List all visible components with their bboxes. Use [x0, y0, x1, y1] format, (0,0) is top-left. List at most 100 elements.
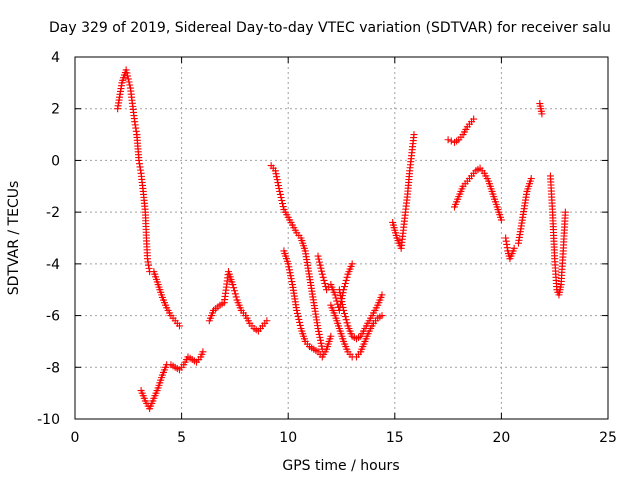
- data-point: [274, 179, 282, 187]
- data-point: [237, 306, 245, 314]
- data-point: [559, 247, 567, 255]
- data-point: [459, 182, 467, 190]
- data-point: [123, 69, 131, 77]
- data-point: [393, 234, 401, 242]
- data-point: [271, 167, 279, 175]
- data-point: [332, 294, 340, 302]
- data-point: [357, 348, 365, 356]
- y-tick-label: -10: [37, 412, 60, 428]
- data-point: [476, 164, 484, 172]
- data-point: [273, 176, 281, 184]
- y-tick-label: 2: [51, 102, 60, 118]
- data-point: [410, 131, 418, 139]
- data-point: [133, 131, 141, 139]
- data-point: [455, 136, 463, 144]
- y-tick-label: 4: [51, 50, 60, 66]
- data-point: [314, 348, 322, 356]
- series-t13: [515, 177, 534, 244]
- data-point: [287, 275, 295, 283]
- data-point: [154, 384, 162, 392]
- data-point: [167, 361, 175, 369]
- data-point: [378, 291, 386, 299]
- data-point: [489, 190, 497, 198]
- data-point: [395, 239, 403, 247]
- data-point: [141, 397, 149, 405]
- data-point: [171, 363, 179, 371]
- data-point: [188, 356, 196, 364]
- data-point: [293, 229, 301, 237]
- data-point: [508, 250, 516, 258]
- data-point: [315, 255, 323, 263]
- data-point: [193, 358, 201, 366]
- data-point: [175, 366, 183, 374]
- data-point: [230, 284, 238, 292]
- y-tick-label: -6: [46, 309, 60, 325]
- data-point: [150, 268, 158, 276]
- data-point: [246, 319, 254, 327]
- data-point: [310, 299, 318, 307]
- data-point: [340, 310, 348, 318]
- data-point: [327, 301, 335, 309]
- data-point: [288, 221, 296, 229]
- data-point: [344, 322, 352, 330]
- data-point: [171, 317, 179, 325]
- x-tick-label: 0: [71, 430, 80, 446]
- data-point: [285, 266, 293, 274]
- data-point: [126, 84, 134, 92]
- data-point: [514, 239, 522, 247]
- data-point: [344, 348, 352, 356]
- data-point: [463, 123, 471, 131]
- data-point: [293, 306, 301, 314]
- data-point: [232, 293, 240, 301]
- x-axis-title: GPS time / hours: [282, 458, 399, 474]
- data-point: [331, 312, 339, 320]
- data-point: [278, 197, 286, 205]
- data-point: [317, 339, 325, 347]
- data-point: [320, 276, 328, 284]
- data-point: [549, 208, 557, 216]
- data-point: [378, 312, 386, 320]
- data-point: [323, 345, 331, 353]
- data-point: [315, 330, 323, 338]
- data-point: [285, 263, 293, 271]
- data-point: [220, 299, 228, 307]
- data-point: [314, 252, 322, 260]
- data-point: [365, 317, 373, 325]
- data-point: [314, 325, 322, 332]
- data-point: [158, 371, 166, 379]
- data-point: [301, 247, 309, 255]
- data-point: [315, 327, 323, 335]
- data-point: [336, 289, 344, 297]
- data-point: [318, 267, 326, 275]
- data-point: [319, 273, 327, 281]
- data-point: [288, 281, 296, 289]
- data-point: [263, 317, 271, 325]
- data-point: [139, 187, 147, 195]
- data-point: [536, 100, 544, 108]
- data-point: [279, 200, 287, 208]
- data-point: [408, 149, 416, 157]
- data-point: [114, 105, 122, 113]
- data-point: [154, 281, 162, 289]
- y-tick-label: -4: [46, 257, 60, 273]
- data-point: [391, 226, 399, 234]
- data-point: [259, 322, 267, 330]
- data-point: [233, 296, 241, 304]
- y-axis-title: SDTVAR / TECUs: [6, 181, 22, 296]
- data-point: [158, 293, 166, 301]
- data-point: [167, 312, 175, 320]
- data-point: [468, 172, 476, 180]
- data-point: [506, 255, 514, 263]
- data-point: [267, 162, 275, 170]
- data-point: [352, 335, 360, 343]
- data-point: [180, 361, 188, 369]
- x-tick-label: 15: [386, 430, 404, 446]
- data-point: [276, 190, 284, 198]
- data-point: [341, 313, 349, 321]
- data-point: [361, 325, 369, 332]
- data-point: [122, 66, 130, 74]
- data-points: [114, 66, 569, 413]
- data-point: [296, 318, 304, 326]
